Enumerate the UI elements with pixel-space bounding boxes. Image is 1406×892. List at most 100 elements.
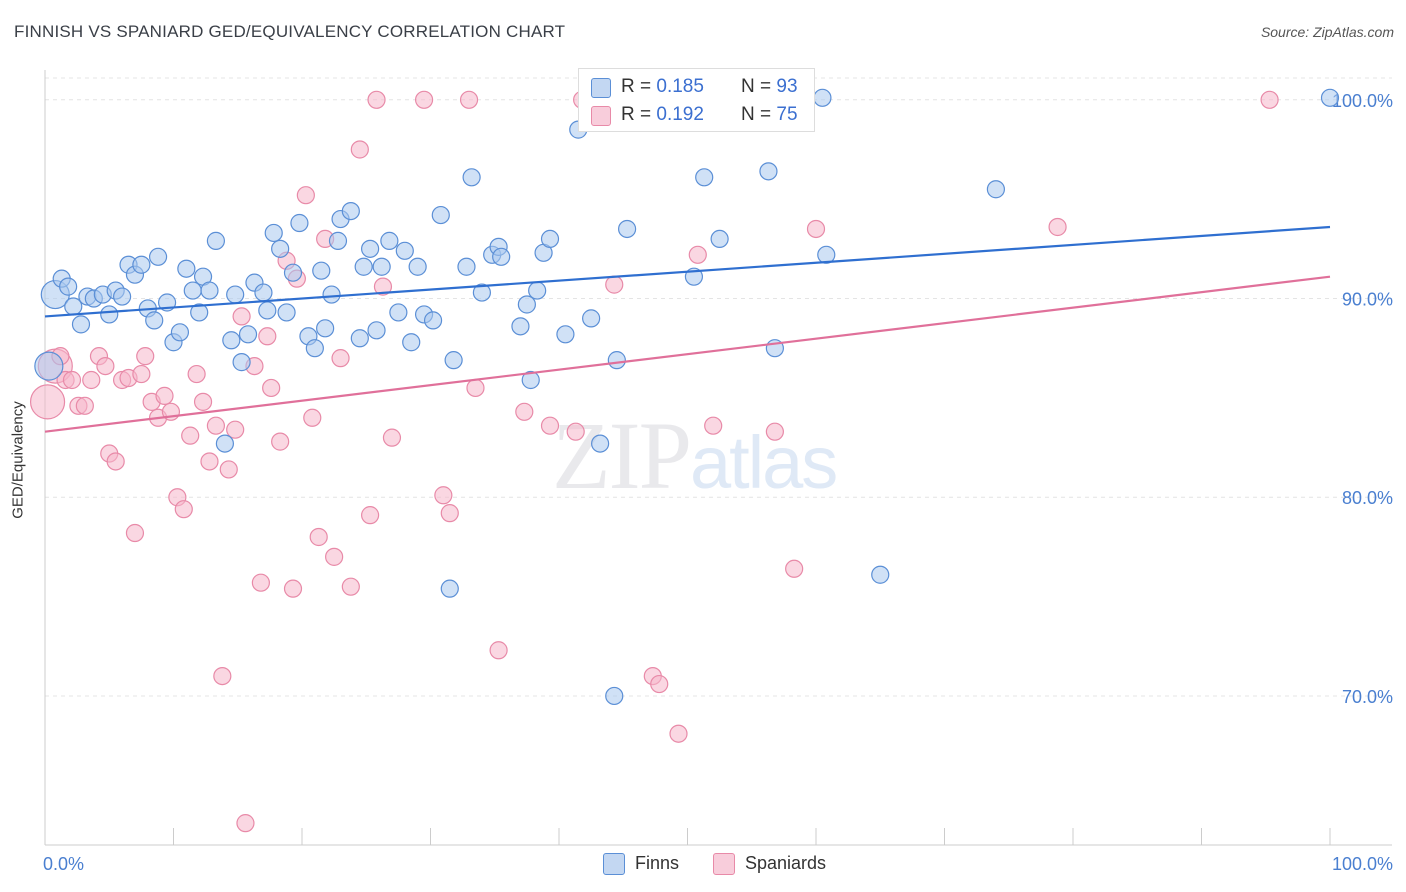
point-finns (695, 168, 714, 187)
point-finns (440, 579, 459, 598)
point-spaniards (459, 90, 479, 109)
point-spaniards (136, 347, 155, 366)
point-spaniards (155, 386, 174, 405)
point-spaniards (373, 277, 393, 296)
legend-swatch-finns (591, 78, 611, 98)
point-finns (871, 565, 890, 584)
point-finns (222, 331, 241, 350)
point-finns (457, 257, 476, 276)
point-spaniards (765, 422, 784, 441)
point-spaniards (414, 90, 434, 109)
point-finns (215, 434, 234, 453)
point-spaniards (96, 356, 115, 376)
watermark-zip: ZIP (552, 402, 692, 509)
point-spaniards (515, 402, 534, 421)
point-finns (618, 219, 637, 239)
point-finns (112, 287, 132, 306)
point-finns (402, 333, 421, 352)
chart-source: Source: ZipAtlas.com (1260, 24, 1394, 40)
point-finns (591, 434, 610, 453)
point-finns (517, 295, 536, 314)
point-spaniards (669, 724, 688, 743)
x-tick-label: 100.0% (1332, 854, 1393, 874)
point-finns (232, 353, 251, 372)
legend-n-finns: N = 93 (741, 76, 798, 97)
point-spaniards (213, 666, 232, 686)
point-finns (710, 229, 729, 249)
point-finns (472, 283, 491, 302)
series-label-finns: Finns (635, 853, 680, 873)
point-finns (462, 168, 481, 187)
point-spaniards (806, 219, 826, 239)
point-finns (177, 259, 196, 278)
point-spaniards (489, 641, 508, 660)
point-spaniards (785, 559, 804, 578)
legend-n-value-finns: 93 (776, 76, 798, 97)
point-spaniards (341, 577, 360, 596)
point-finns (813, 88, 832, 107)
point-finns (492, 247, 511, 266)
point-finns (986, 180, 1006, 199)
point-spaniards (106, 452, 125, 471)
point-spaniards (1048, 217, 1067, 237)
y-axis-label: GED/Equivalency (9, 401, 27, 519)
y-tick-label: 70.0% (1342, 687, 1393, 707)
point-finns (283, 263, 303, 282)
point-finns (328, 231, 348, 250)
point-spaniards (296, 186, 315, 205)
point-spaniards (187, 364, 206, 384)
watermark-atlas: atlas (690, 421, 838, 504)
legend-r-spaniards: R = 0.192 (621, 104, 704, 125)
point-spaniards (181, 426, 200, 445)
point-finns (271, 239, 290, 258)
point-finns (582, 309, 601, 328)
point-finns (258, 301, 277, 320)
point-spaniards (251, 573, 270, 592)
y-tick-label: 100.0% (1332, 91, 1393, 111)
watermark: ZIPatlas (552, 400, 838, 511)
legend-r-value-spaniards: 0.192 (656, 104, 704, 125)
point-spaniards (688, 245, 707, 264)
point-finns (305, 339, 324, 358)
point-finns (277, 303, 296, 322)
point-spaniards (650, 674, 669, 694)
chart-title: FINNISH VS SPANIARD GED/EQUIVALENCY CORR… (14, 22, 566, 41)
point-finns (372, 257, 391, 276)
point-spaniards (82, 370, 101, 390)
legend-swatch-spaniards (591, 106, 611, 126)
point-spaniards (361, 506, 380, 525)
point-finns (322, 285, 341, 304)
point-spaniards (125, 523, 145, 543)
point-spaniards (226, 420, 245, 439)
point-finns (170, 323, 190, 342)
point-spaniards (325, 547, 344, 566)
point-spaniards (466, 378, 485, 398)
point-finns (254, 283, 273, 302)
point-finns (290, 213, 309, 233)
point-spaniards (206, 416, 226, 435)
point-spaniards (303, 408, 322, 427)
point-finns (395, 241, 414, 260)
series-label-spaniards: Spaniards (745, 853, 827, 873)
point-finns (444, 351, 463, 370)
point-spaniards (132, 364, 151, 384)
point-finns (431, 205, 450, 225)
point-finns (607, 351, 626, 370)
point-spaniards (200, 452, 219, 471)
point-finns (312, 261, 331, 280)
point-spaniards (440, 504, 459, 523)
point-finns (380, 231, 399, 250)
point-finns (316, 319, 335, 338)
point-spaniards (382, 428, 402, 447)
point-finns (145, 311, 164, 330)
point-spaniards (271, 432, 290, 451)
point-finns (354, 257, 373, 276)
point-spaniards (262, 378, 281, 398)
point-spaniards (434, 486, 453, 505)
point-finns (200, 281, 219, 300)
point-spaniards (367, 90, 386, 109)
point-finns (190, 303, 209, 322)
series-swatch-spaniards (713, 853, 735, 875)
point-finns (350, 329, 369, 348)
point-spaniards (331, 349, 350, 368)
